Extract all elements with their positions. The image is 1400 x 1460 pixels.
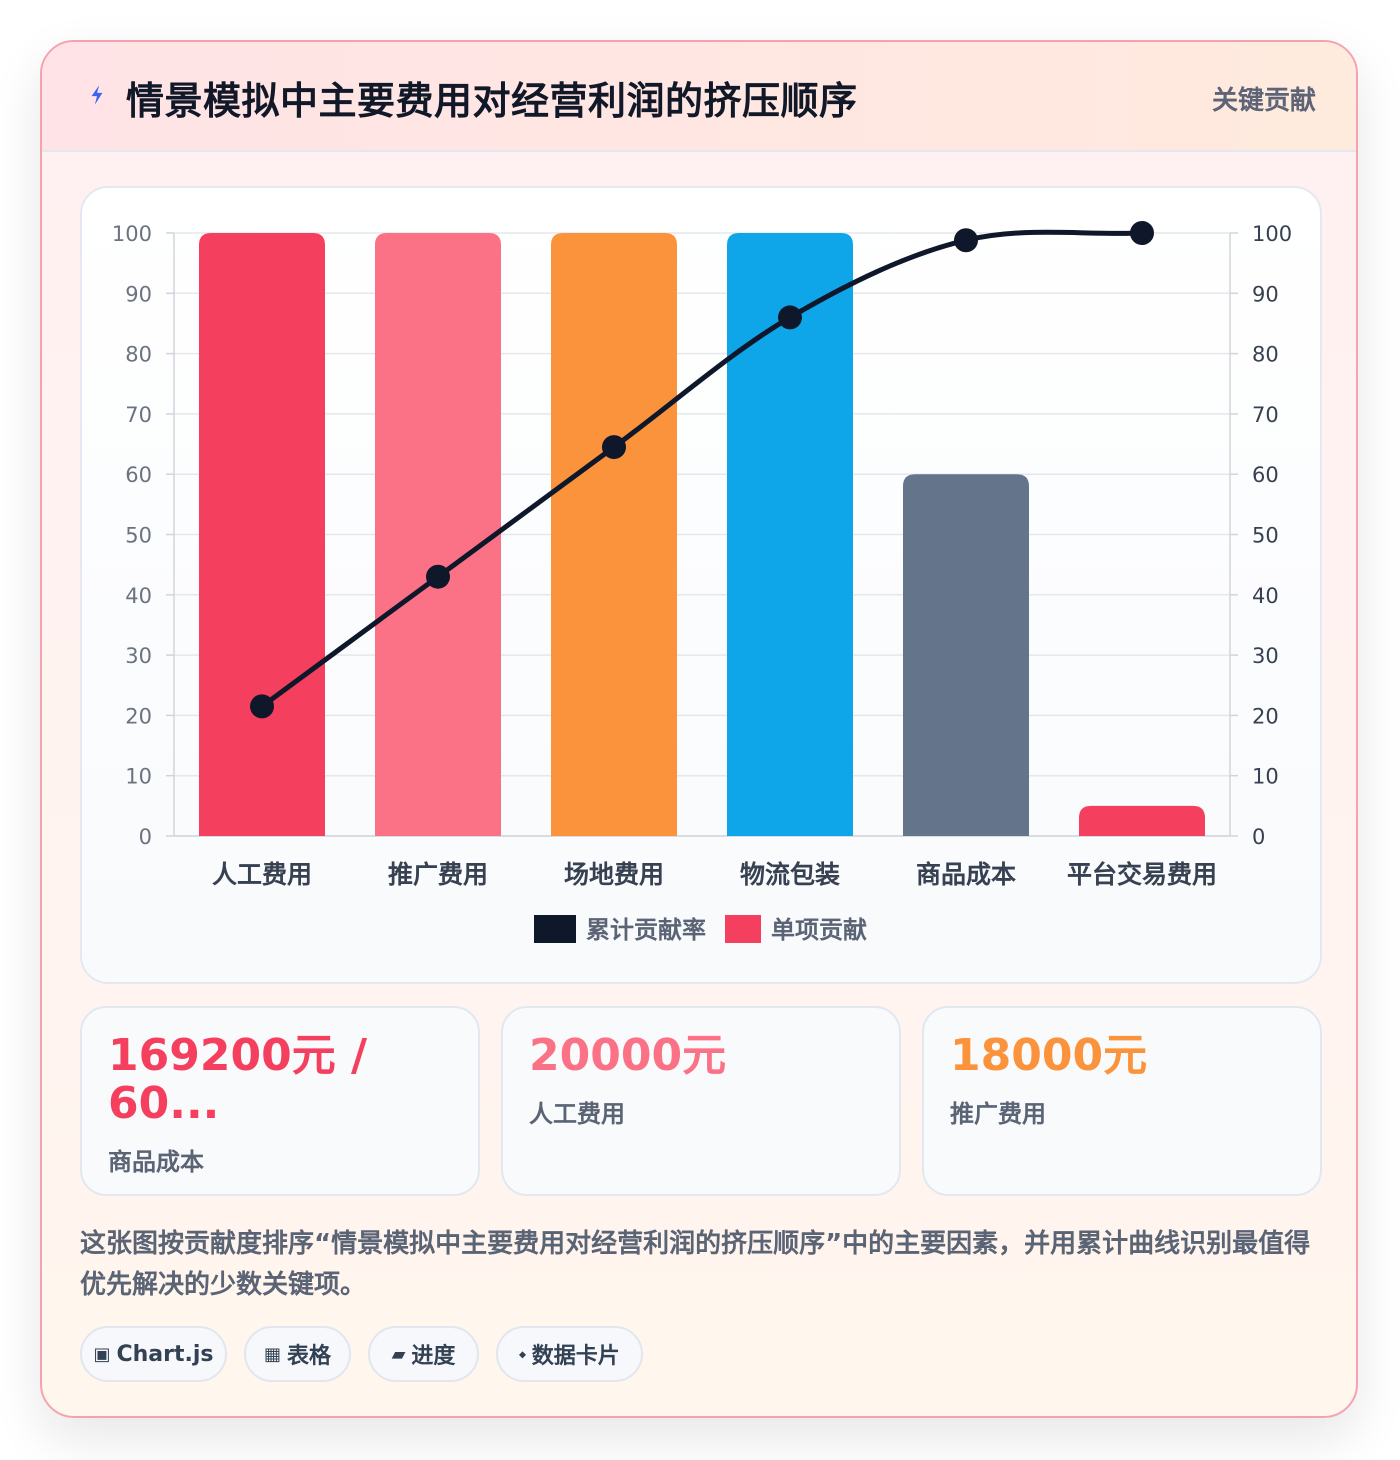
header-tag: 关键贡献: [1211, 86, 1316, 116]
chip-label: 进度: [411, 1344, 456, 1369]
chip-data-cards[interactable]: ⬩ 数据卡片: [496, 1326, 643, 1382]
card-header: 情景模拟中主要费用对经营利润的挤压顺序 关键贡献: [42, 42, 1356, 152]
y-tick-label: 70: [125, 403, 152, 427]
x-tick-label: 商品成本: [916, 860, 1016, 889]
cumulative-point: [1130, 221, 1154, 245]
x-tick-label: 平台交易费用: [1067, 860, 1217, 889]
y-tick-label: 30: [125, 644, 152, 668]
lightning-icon: [91, 85, 103, 105]
stat-value: 169200元 / 60...: [108, 1030, 368, 1129]
page-title: 情景模拟中主要费用对经营利润的挤压顺序: [126, 79, 858, 123]
cumulative-line: [260, 229, 1143, 709]
chip-chartjs[interactable]: ▣ Chart.js: [80, 1326, 227, 1382]
y-tick-label: 10: [125, 765, 152, 789]
chart-panel: 0 10 20 30 40 50 60 70 80 90 100 0 10 20 30 40 50 60 70 80 9…: [80, 186, 1322, 984]
y-tick-label: 90: [125, 282, 152, 306]
y2-tick-label: 40: [1252, 584, 1279, 608]
y2-tick-label: 100: [1252, 222, 1292, 246]
bar: [551, 233, 677, 836]
cumulative-point: [426, 564, 450, 589]
cumulative-point: [954, 228, 978, 253]
y-tick-label: 50: [125, 524, 152, 548]
x-tick-label: 推广费用: [388, 860, 488, 889]
x-tick-label: 物流包装: [740, 860, 840, 889]
y2-tick-label: 90: [1252, 282, 1279, 306]
chip-label: 表格: [287, 1344, 332, 1369]
legend-swatch: [534, 915, 576, 943]
y2-tick-label: 30: [1252, 644, 1279, 668]
y2-tick-label: 50: [1252, 524, 1279, 548]
bar: [199, 233, 325, 836]
stat-value: 18000元: [950, 1030, 1148, 1081]
bar: [375, 233, 501, 836]
stat-card-2: 20000元 人工费用: [501, 1006, 901, 1196]
y2-tick-label: 70: [1252, 403, 1279, 427]
y-tick-label: 100: [112, 222, 152, 246]
stat-card-1: 169200元 / 60... 商品成本: [80, 1006, 480, 1196]
chart-description: 这张图按贡献度排序“情景模拟中主要费用对经营利润的挤压顺序”中的主要因素，并用累…: [80, 1229, 1311, 1300]
stat-label: 推广费用: [950, 1100, 1046, 1128]
chip-table[interactable]: ▦ 表格: [244, 1326, 351, 1382]
y-tick-label: 20: [125, 704, 152, 728]
cumulative-point: [602, 435, 626, 460]
y-tick-label: 80: [125, 343, 152, 367]
chip-label: 数据卡片: [531, 1344, 620, 1369]
stat-label: 人工费用: [529, 1100, 625, 1128]
y2-tick-label: 10: [1252, 765, 1279, 789]
x-tick-label: 场地费用: [564, 860, 664, 889]
legend-label: 累计贡献率: [586, 916, 706, 944]
table-icon: ▦: [263, 1343, 281, 1365]
chart-card: 情景模拟中主要费用对经营利润的挤压顺序 关键贡献 0 10 20 30 40 50 60 70…: [40, 40, 1358, 1418]
y-tick-label: 0: [139, 825, 152, 849]
diamond-icon: ⬩: [519, 1343, 526, 1365]
y2-tick-label: 20: [1252, 704, 1279, 728]
y2-tick-label: 0: [1252, 825, 1265, 849]
y-tick-label: 60: [125, 463, 152, 487]
y2-tick-label: 80: [1252, 343, 1279, 367]
bar: [727, 233, 853, 836]
chart-icon: ▣: [93, 1343, 111, 1365]
pareto-chart: 0 10 20 30 40 50 60 70 80 90 100 0 10 20 30 40 50 60 70 80 9…: [112, 221, 1292, 944]
stat-card-3: 18000元 推广费用: [922, 1006, 1322, 1196]
bar: [1079, 805, 1205, 836]
bar: [903, 474, 1029, 836]
x-tick-label: 人工费用: [212, 860, 312, 889]
cumulative-point: [778, 305, 802, 330]
legend-swatch: [725, 915, 761, 943]
progress-icon: ▰: [391, 1343, 406, 1365]
chip-progress[interactable]: ▰ 进度: [368, 1326, 479, 1382]
stat-value: 20000元: [529, 1030, 727, 1081]
legend-label: 单项贡献: [771, 916, 867, 944]
stat-label: 商品成本: [108, 1148, 204, 1176]
chip-label: Chart.js: [116, 1341, 214, 1367]
cumulative-point: [250, 694, 274, 719]
y2-tick-label: 60: [1252, 463, 1279, 487]
y-tick-label: 40: [125, 584, 152, 608]
